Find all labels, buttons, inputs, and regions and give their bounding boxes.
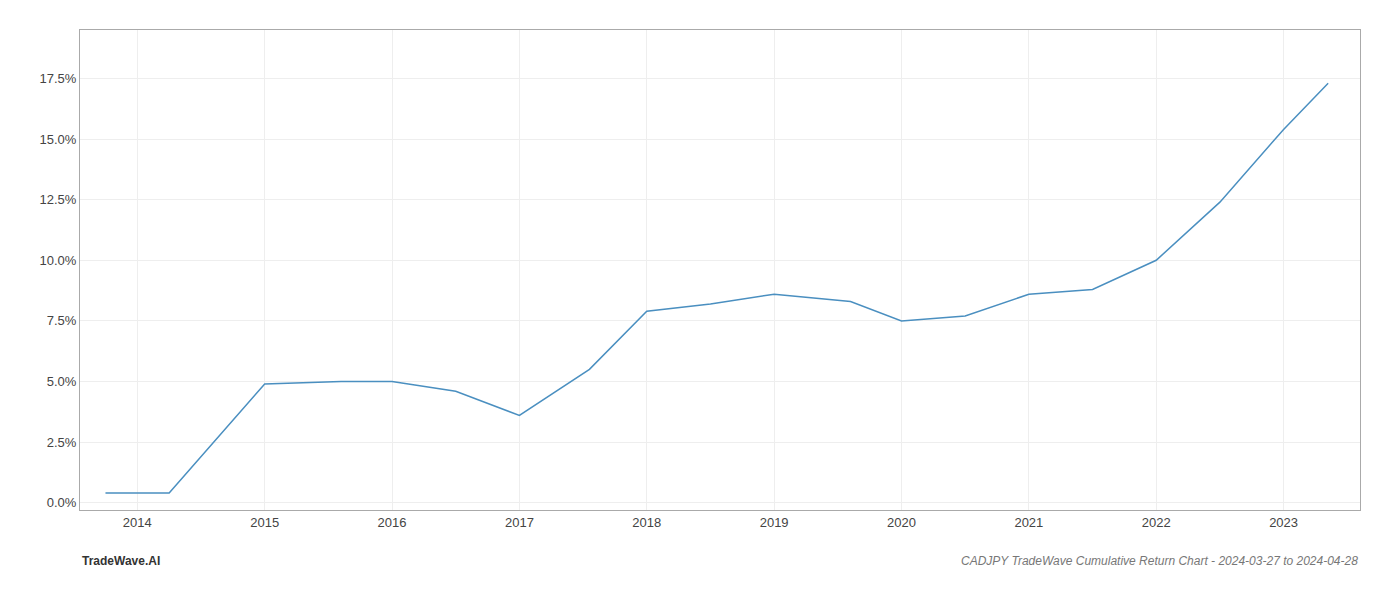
svg-text:TradeWave.AI: TradeWave.AI bbox=[82, 554, 160, 568]
svg-text:0.0%: 0.0% bbox=[47, 495, 77, 510]
svg-text:2017: 2017 bbox=[505, 515, 534, 530]
svg-text:5.0%: 5.0% bbox=[47, 374, 77, 389]
svg-text:10.0%: 10.0% bbox=[40, 253, 77, 268]
svg-text:17.5%: 17.5% bbox=[40, 71, 77, 86]
svg-text:7.5%: 7.5% bbox=[47, 313, 77, 328]
svg-text:2020: 2020 bbox=[887, 515, 916, 530]
svg-text:2014: 2014 bbox=[123, 515, 152, 530]
svg-text:2.5%: 2.5% bbox=[47, 435, 77, 450]
svg-text:2016: 2016 bbox=[378, 515, 407, 530]
svg-text:2021: 2021 bbox=[1014, 515, 1043, 530]
svg-text:15.0%: 15.0% bbox=[40, 132, 77, 147]
svg-text:12.5%: 12.5% bbox=[40, 192, 77, 207]
svg-text:2022: 2022 bbox=[1142, 515, 1171, 530]
svg-text:CADJPY TradeWave Cumulative Re: CADJPY TradeWave Cumulative Return Chart… bbox=[961, 554, 1358, 568]
svg-text:2015: 2015 bbox=[250, 515, 279, 530]
svg-text:2023: 2023 bbox=[1269, 515, 1298, 530]
svg-text:2019: 2019 bbox=[760, 515, 789, 530]
svg-text:2018: 2018 bbox=[632, 515, 661, 530]
